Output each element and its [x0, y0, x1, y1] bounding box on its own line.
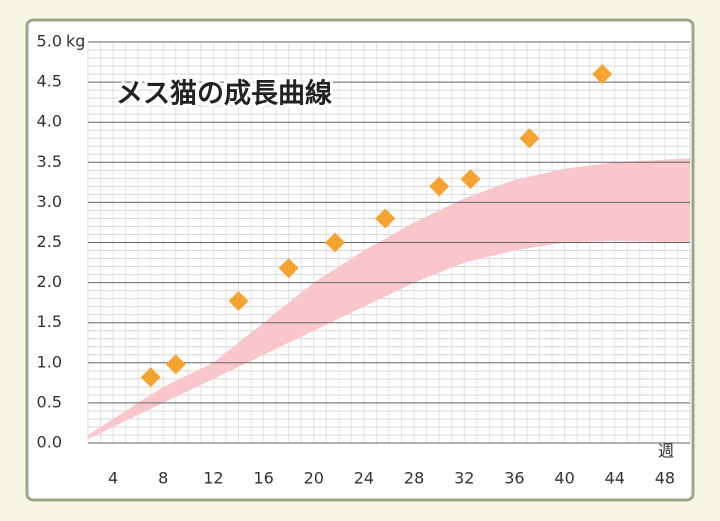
y-tick-label: 0.0: [37, 433, 62, 452]
data-point: [165, 354, 186, 375]
y-unit: kg: [66, 32, 85, 51]
x-tick-label: 36: [504, 469, 524, 488]
x-tick-label: 44: [605, 469, 625, 488]
data-point: [325, 232, 346, 253]
data-point: [460, 169, 481, 190]
y-tick-label: 2.5: [37, 232, 62, 251]
data-point: [429, 176, 450, 197]
x-tick-label: 28: [404, 469, 424, 488]
y-tick-label: 5.0: [37, 32, 62, 51]
y-tick-label: 4.5: [37, 72, 62, 91]
data-point: [519, 128, 540, 149]
x-tick-label: 12: [203, 469, 223, 488]
x-unit: 週: [658, 442, 674, 461]
x-tick-label: 48: [655, 469, 675, 488]
chart-title: メス猫の成長曲線: [116, 78, 332, 110]
y-tick-label: 1.0: [37, 352, 62, 371]
x-tick-label: 8: [158, 469, 168, 488]
x-tick-label: 4: [108, 469, 118, 488]
x-tick-label: 16: [253, 469, 273, 488]
x-tick-label: 32: [454, 469, 474, 488]
y-tick-label: 3.0: [37, 192, 62, 211]
growth-band: [88, 158, 690, 439]
plot-area: [87, 41, 691, 444]
data-point: [375, 208, 396, 229]
y-tick-label: 2.0: [37, 272, 62, 291]
y-tick-label: 3.5: [37, 152, 62, 171]
y-tick-label: 4.0: [37, 112, 62, 131]
y-tick-label: 0.5: [37, 392, 62, 411]
data-point: [228, 291, 249, 312]
data-point: [278, 258, 299, 279]
x-tick-label: 40: [554, 469, 574, 488]
data-point: [592, 64, 613, 85]
y-tick-label: 1.5: [37, 312, 62, 331]
data-point: [140, 367, 161, 388]
x-tick-label: 24: [354, 469, 374, 488]
x-tick-label: 20: [304, 469, 324, 488]
